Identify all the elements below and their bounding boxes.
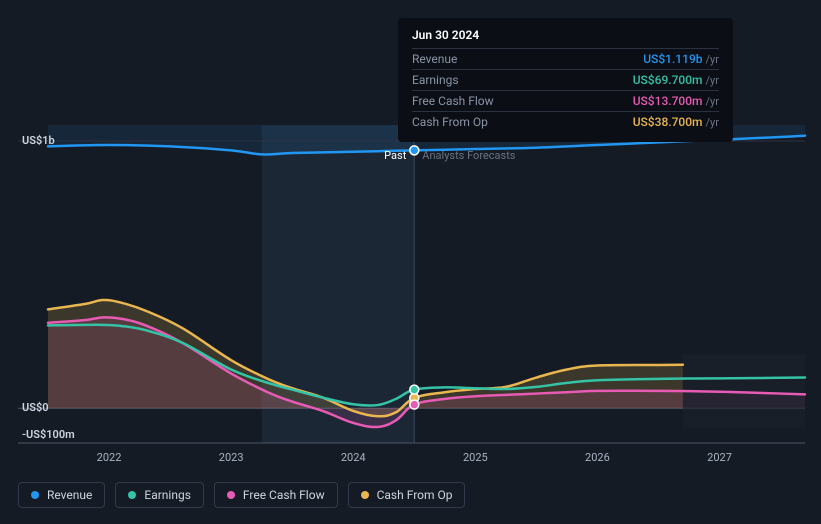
legend-item[interactable]: Earnings bbox=[115, 482, 204, 508]
x-axis-label: 2026 bbox=[585, 451, 610, 464]
chart-legend: Revenue Earnings Free Cash Flow Cash From O… bbox=[18, 482, 465, 508]
legend-label: Cash From Op bbox=[377, 488, 453, 502]
legend-item[interactable]: Free Cash Flow bbox=[214, 482, 338, 508]
legend-dot-icon bbox=[31, 491, 39, 499]
legend-label: Earnings bbox=[144, 488, 191, 502]
tooltip-row-unit: /yr bbox=[706, 95, 719, 108]
tooltip-row-unit: /yr bbox=[706, 53, 719, 66]
y-axis-label: US$0 bbox=[22, 401, 49, 414]
legend-label: Free Cash Flow bbox=[243, 488, 325, 502]
tooltip-row-value: US$69.700m bbox=[633, 73, 703, 87]
tooltip-row-value: US$13.700m bbox=[633, 94, 703, 108]
y-axis-label: -US$100m bbox=[22, 428, 75, 441]
tooltip-row: Earnings US$69.700m/yr bbox=[412, 69, 719, 90]
x-axis-label: 2023 bbox=[219, 451, 244, 464]
tooltip-row-unit: /yr bbox=[706, 74, 719, 87]
financials-chart: US$1b US$0 -US$100m 2022 2023 2024 2025 2026 20… bbox=[0, 0, 821, 524]
tooltip-row-label: Earnings bbox=[412, 73, 459, 87]
x-axis-label: 2022 bbox=[97, 451, 122, 464]
tooltip-row: Free Cash Flow US$13.700m/yr bbox=[412, 90, 719, 111]
tooltip-row-unit: /yr bbox=[706, 116, 719, 129]
tooltip-row: Revenue US$1.119b/yr bbox=[412, 48, 719, 69]
x-axis-label: 2024 bbox=[341, 451, 366, 464]
tooltip-row-label: Revenue bbox=[412, 52, 457, 66]
tooltip-row-value: US$38.700m bbox=[633, 115, 703, 129]
legend-label: Revenue bbox=[47, 488, 92, 502]
legend-dot-icon bbox=[361, 491, 369, 499]
tooltip-row-value: US$1.119b bbox=[643, 52, 702, 66]
legend-item[interactable]: Cash From Op bbox=[348, 482, 466, 508]
past-label: Past bbox=[384, 149, 406, 162]
chart-tooltip: Jun 30 2024 Revenue US$1.119b/yr Earnings U… bbox=[398, 18, 733, 142]
y-axis-label: US$1b bbox=[22, 134, 55, 147]
tooltip-row: Cash From Op US$38.700m/yr bbox=[412, 111, 719, 132]
tooltip-row-label: Free Cash Flow bbox=[412, 94, 494, 108]
x-axis-label: 2025 bbox=[463, 451, 488, 464]
forecast-label: Analysts Forecasts bbox=[422, 149, 515, 162]
tooltip-row-label: Cash From Op bbox=[412, 115, 488, 129]
legend-item[interactable]: Revenue bbox=[18, 482, 105, 508]
tooltip-title: Jun 30 2024 bbox=[412, 28, 719, 48]
legend-dot-icon bbox=[227, 491, 235, 499]
legend-dot-icon bbox=[128, 491, 136, 499]
x-axis-label: 2027 bbox=[707, 451, 732, 464]
